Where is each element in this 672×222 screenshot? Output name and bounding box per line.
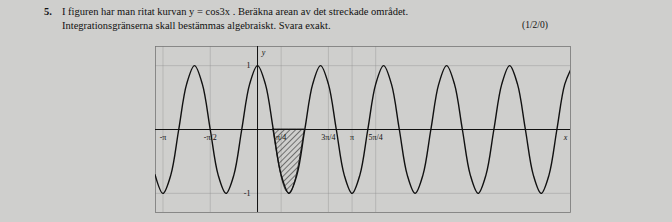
svg-text:-π/2: -π/2 — [204, 133, 217, 142]
svg-text:π: π — [350, 133, 354, 142]
svg-text:x: x — [563, 133, 568, 142]
svg-text:1: 1 — [247, 61, 251, 70]
svg-text:y: y — [261, 48, 266, 57]
html-text:I figuren har man ritat kurvan: I figuren har man ritat kurvan y = cos3x… — [62, 6, 409, 17]
svg-text:-1: -1 — [244, 189, 251, 198]
html-text:5.: 5. — [44, 6, 52, 17]
svg-text:3π/4: 3π/4 — [321, 133, 335, 142]
svg-text:-π: -π — [160, 133, 167, 142]
html-text:(1/2/0): (1/2/0) — [522, 20, 548, 30]
html-text:Integrationsgränserna skall be: Integrationsgränserna skall bestämmas al… — [62, 20, 331, 31]
svg-text:π/4: π/4 — [276, 133, 286, 142]
svg-text:5π/4: 5π/4 — [369, 133, 383, 142]
